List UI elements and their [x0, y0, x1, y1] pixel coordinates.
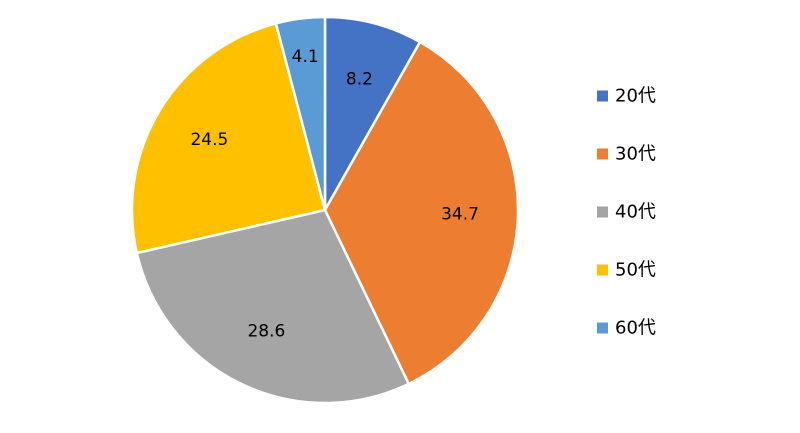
pie-data-labels: 8.2 34.7 28.6 24.5 4.1	[190, 47, 478, 342]
legend-swatch-1	[597, 90, 608, 102]
legend-swatch-5	[597, 322, 608, 334]
legend-label-1: 20代	[615, 86, 656, 107]
pie-slice-1	[323, 15, 422, 215]
pie-slices	[130, 15, 520, 405]
legend-label-3: 40代	[615, 202, 656, 223]
legend-swatch-4	[597, 264, 608, 276]
pie-slice-4	[130, 21, 327, 255]
data-label-2: 34.7	[441, 205, 479, 225]
legend-label-5: 60代	[615, 318, 656, 339]
legend-label-2: 30代	[615, 144, 656, 165]
pie-slice-5	[274, 15, 327, 211]
legend-swatch-3	[597, 206, 608, 218]
pie-slice-3	[135, 208, 411, 405]
data-label-5: 4.1	[292, 47, 319, 67]
legend-label-4: 50代	[615, 260, 656, 281]
data-label-1: 8.2	[346, 69, 373, 89]
pie-slice-2	[323, 40, 520, 386]
legend-swatch-2	[597, 148, 608, 160]
data-label-3: 28.6	[247, 322, 285, 342]
data-label-4: 24.5	[190, 130, 228, 150]
legend: 20代 30代 40代 50代 60代	[597, 86, 656, 339]
